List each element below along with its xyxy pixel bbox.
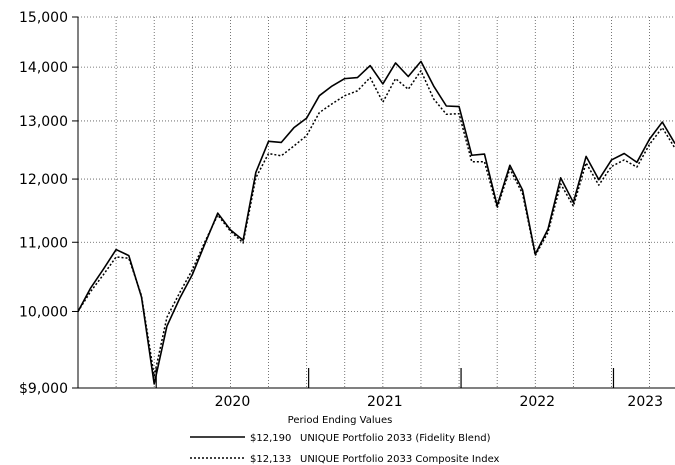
- x-tick-label: 2022: [519, 394, 555, 410]
- series-lines: [77, 60, 675, 385]
- legend-label-2: UNIQUE Portfolio 2033 Composite Index: [300, 454, 500, 465]
- x-tick-labels: 2020 2021 2022 2023: [215, 394, 663, 410]
- axes: [72, 16, 675, 389]
- series-line-2: [77, 70, 675, 377]
- y-tick-label: 10,000: [19, 304, 68, 320]
- y-tick-label: 15,000: [19, 10, 68, 26]
- x-tick-label: 2023: [627, 394, 663, 410]
- y-tick-label: 14,000: [19, 60, 68, 76]
- x-tick-label: 2020: [215, 394, 251, 410]
- x-axis-label: Period Ending Values: [288, 415, 393, 426]
- x-tick-label: 2021: [367, 394, 403, 410]
- series-line-1: [77, 60, 675, 385]
- grid: [78, 16, 675, 388]
- legend-label-1: UNIQUE Portfolio 2033 (Fidelity Blend): [300, 433, 491, 444]
- y-tick-label: 13,000: [19, 114, 68, 130]
- y-tick-label: $9,000: [19, 381, 68, 397]
- legend: $12,190 UNIQUE Portfolio 2033 (Fidelity …: [190, 433, 500, 465]
- legend-value-2: $12,133: [250, 454, 291, 465]
- y-tick-label: 12,000: [19, 172, 68, 188]
- y-tick-label: 11,000: [19, 235, 68, 251]
- legend-value-1: $12,190: [250, 433, 291, 444]
- y-tick-labels: $9,000 10,000 11,000 12,000 13,000 14,000 15,0…: [19, 10, 68, 397]
